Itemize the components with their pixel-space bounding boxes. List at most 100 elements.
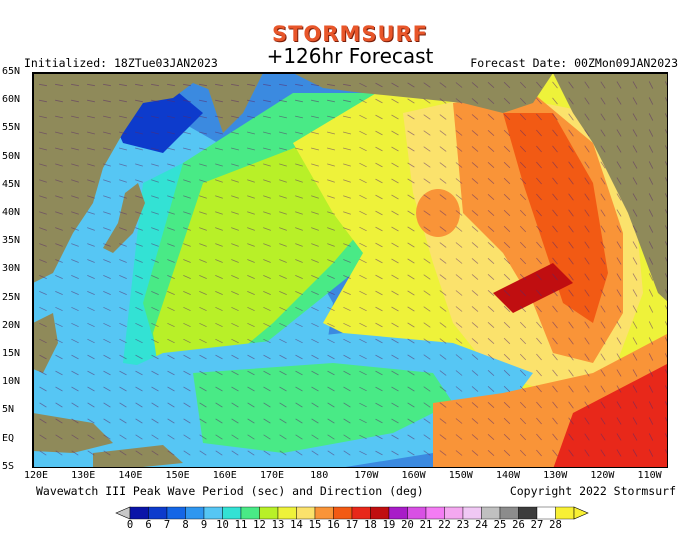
direction-arrow bbox=[407, 434, 415, 440]
direction-arrow bbox=[39, 179, 47, 183]
direction-arrow bbox=[87, 370, 95, 376]
direction-arrow bbox=[584, 257, 590, 265]
direction-arrow bbox=[455, 370, 463, 376]
direction-arrow bbox=[487, 402, 495, 408]
direction-arrow bbox=[503, 129, 511, 137]
colorbar-swatch bbox=[555, 506, 575, 520]
direction-arrow bbox=[135, 147, 143, 151]
direction-arrow bbox=[103, 338, 111, 344]
direction-arrow bbox=[247, 354, 255, 360]
direction-arrow bbox=[311, 306, 319, 312]
direction-arrow bbox=[87, 243, 95, 247]
colorbar-tick-label: 26 bbox=[512, 519, 525, 531]
direction-arrow bbox=[263, 211, 271, 215]
direction-arrow bbox=[103, 147, 111, 151]
direction-arrow bbox=[471, 418, 479, 424]
direction-arrow bbox=[407, 338, 415, 344]
direction-arrow bbox=[519, 321, 527, 329]
direction-arrow bbox=[584, 177, 590, 185]
direction-arrow bbox=[552, 129, 558, 137]
direction-arrow bbox=[536, 129, 542, 137]
direction-arrow bbox=[568, 369, 574, 377]
direction-arrow bbox=[199, 227, 207, 231]
direction-arrow bbox=[247, 115, 255, 119]
direction-arrow bbox=[632, 113, 638, 121]
direction-arrow bbox=[39, 291, 47, 295]
direction-arrow bbox=[151, 115, 159, 119]
direction-arrow bbox=[135, 275, 143, 279]
direction-arrow bbox=[648, 225, 654, 233]
direction-arrow bbox=[311, 354, 319, 360]
direction-arrow bbox=[519, 161, 527, 169]
direction-arrow bbox=[471, 322, 479, 328]
direction-arrow bbox=[71, 450, 79, 456]
forecast-hour-title: +126hr Forecast bbox=[266, 44, 434, 68]
direction-arrow bbox=[167, 131, 175, 135]
direction-arrow bbox=[119, 115, 127, 119]
direction-arrow bbox=[648, 449, 654, 457]
direction-arrow bbox=[616, 209, 622, 217]
product-description: Wavewatch III Peak Wave Period (sec) and… bbox=[36, 484, 424, 498]
direction-arrow bbox=[119, 434, 127, 440]
direction-arrow bbox=[279, 450, 287, 456]
direction-arrow bbox=[471, 370, 479, 376]
direction-arrow bbox=[71, 179, 79, 183]
direction-arrow bbox=[327, 450, 335, 456]
direction-arrow bbox=[664, 305, 667, 310]
direction-arrow bbox=[119, 131, 127, 135]
colorbar-under-arrow bbox=[115, 506, 131, 520]
direction-arrow bbox=[471, 178, 479, 184]
direction-arrow bbox=[487, 194, 495, 200]
direction-arrow bbox=[536, 177, 542, 185]
direction-arrow bbox=[103, 275, 111, 279]
direction-arrow bbox=[536, 433, 542, 441]
direction-arrow bbox=[519, 177, 527, 185]
direction-arrow bbox=[327, 322, 335, 328]
direction-arrow bbox=[215, 147, 223, 151]
direction-arrow bbox=[87, 291, 95, 295]
direction-arrow bbox=[87, 386, 95, 392]
direction-arrow bbox=[375, 226, 383, 232]
direction-arrow bbox=[295, 163, 303, 167]
direction-arrow bbox=[391, 354, 399, 360]
direction-arrow bbox=[279, 227, 287, 231]
direction-arrow bbox=[423, 386, 431, 392]
direction-arrow bbox=[407, 242, 415, 248]
direction-arrow bbox=[183, 83, 191, 87]
direction-arrow bbox=[135, 115, 143, 119]
direction-arrow bbox=[455, 146, 463, 152]
direction-arrow bbox=[119, 354, 127, 360]
direction-arrow bbox=[503, 81, 511, 89]
direction-arrow bbox=[167, 291, 175, 295]
direction-arrow bbox=[552, 97, 558, 105]
direction-arrow bbox=[151, 211, 159, 215]
direction-arrow bbox=[279, 211, 287, 215]
direction-arrow bbox=[247, 402, 255, 408]
direction-arrow bbox=[423, 226, 431, 232]
direction-arrow bbox=[439, 258, 447, 264]
direction-arrow bbox=[231, 354, 239, 360]
direction-arrow bbox=[311, 418, 319, 424]
direction-arrow bbox=[231, 434, 239, 440]
direction-arrow bbox=[648, 161, 654, 169]
direction-arrow bbox=[167, 115, 175, 119]
direction-arrow bbox=[359, 114, 367, 120]
direction-arrow bbox=[311, 195, 319, 199]
colorbar-swatch bbox=[203, 506, 223, 520]
direction-arrow bbox=[135, 131, 143, 135]
direction-arrow bbox=[247, 195, 255, 199]
direction-arrow bbox=[247, 322, 255, 328]
lon-label: 140E bbox=[118, 470, 143, 481]
direction-arrow bbox=[616, 113, 622, 121]
direction-arrow bbox=[471, 258, 479, 264]
direction-arrow bbox=[632, 449, 638, 457]
direction-arrow bbox=[279, 306, 287, 312]
direction-arrow bbox=[359, 130, 367, 136]
direction-arrow bbox=[391, 434, 399, 440]
direction-arrow bbox=[327, 259, 335, 263]
direction-arrow bbox=[87, 450, 95, 456]
direction-arrow bbox=[487, 178, 495, 184]
direction-arrow bbox=[279, 83, 287, 87]
direction-arrow bbox=[407, 418, 415, 424]
direction-arrow bbox=[103, 306, 111, 312]
